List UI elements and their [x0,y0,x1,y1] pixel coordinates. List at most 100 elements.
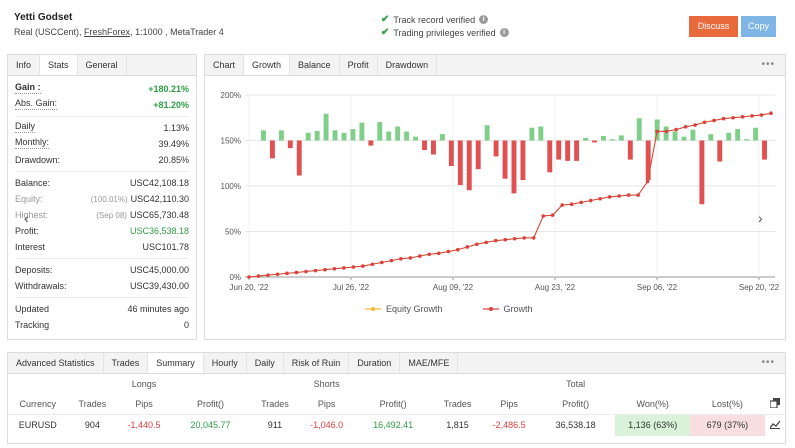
copy-table-icon[interactable] [765,394,785,414]
bar [618,135,624,141]
chart-icon[interactable] [764,413,785,436]
bar [278,130,284,141]
tab-summary[interactable]: Summary [148,353,204,373]
check-icon: ✔ [381,27,390,38]
stat-profit: Profit: USC36,538.18 [15,226,189,236]
bar [699,140,705,205]
tab-balance[interactable]: Balance [290,55,340,75]
tab-general[interactable]: General [78,55,127,75]
growth-point [588,198,593,203]
bottom-tabs: Advanced Statistics Trades Summary Hourl… [8,353,785,374]
legend-equity-growth[interactable]: Equity Growth [365,304,443,314]
growth-point [247,275,251,279]
stat-interest: Interest USC101.78 [15,242,189,252]
growth-point [721,116,726,121]
chevron-left-icon[interactable]: ‹ [24,210,29,226]
group-shorts: Shorts [313,379,340,389]
stat-updated: Updated 46 minutes ago [15,304,189,314]
chevron-right-icon[interactable]: › [758,210,763,226]
trading-privileges-verified: ✔ Trading privileges verified i [381,27,509,38]
growth-point [683,125,688,129]
growth-point [332,267,337,271]
growth-point [664,129,669,134]
tab-growth[interactable]: Growth [244,55,291,75]
bar [359,122,365,141]
account-platform: , 1:1000 , MetaTrader 4 [130,27,224,37]
tab-profit[interactable]: Profit [340,55,378,75]
growth-point [446,249,451,254]
growth-point [740,115,745,119]
bar [395,126,401,141]
growth-point [645,179,650,184]
account-header: Yetti Godset Real (USCCent), FreshForex,… [0,0,795,48]
broker-link[interactable]: FreshForex [84,27,131,37]
growth-point [531,236,536,240]
tab-info[interactable]: Info [8,55,41,75]
stat-withdrawals: Withdrawals: USC39,430.00 [15,281,189,291]
bar [413,136,419,141]
growth-point [503,237,508,242]
growth-point [512,236,517,241]
x-tick-label: Aug 23, '22 [535,283,576,292]
stat-drawdown: Drawdown: 20.85% [15,155,189,165]
bar [735,129,741,141]
y-tick-label: 50% [225,228,241,237]
growth-point [655,129,659,134]
bar [466,140,472,191]
table-row: EURUSD 904 -1,440.5 20,045.77 911 -1,046… [8,413,785,436]
account-name: Yetti Godset [14,12,73,23]
bar [332,130,338,141]
tab-stats[interactable]: Stats [40,55,78,75]
tab-advanced-statistics[interactable]: Advanced Statistics [8,353,104,373]
chart-legend: Equity Growth Growth [365,304,533,314]
growth-point [541,214,546,218]
more-options-icon[interactable]: ••• [761,357,775,368]
bar [314,130,320,141]
group-total: Total [566,379,586,389]
copy-button[interactable]: Copy [741,16,776,37]
tab-duration[interactable]: Duration [349,353,401,373]
tab-chart[interactable]: Chart [205,55,245,75]
x-tick-label: Sep 20, '22 [739,283,780,292]
bar [511,140,517,194]
tab-daily[interactable]: Daily [247,353,284,373]
growth-point [294,270,299,275]
growth-point [313,268,318,273]
bar [717,140,723,162]
info-icon[interactable]: i [479,15,489,24]
left-tabs: Info Stats General [8,55,196,76]
bar [457,140,463,186]
column-header-row: Currency Trades Pips Profit() Trades Pip… [8,394,785,414]
bar [547,140,553,173]
growth-point [712,118,716,123]
bar [502,140,508,179]
discuss-button[interactable]: Discuss [689,16,738,37]
growth-point [304,269,308,274]
bar [627,140,633,160]
growth-point [437,251,441,256]
tab-hourly[interactable]: Hourly [204,353,247,373]
growth-point [399,257,403,261]
growth-point [285,271,289,276]
bar [422,140,427,151]
growth-point [731,115,735,120]
y-tick-label: 200% [221,91,241,100]
tab-trades[interactable]: Trades [104,353,149,373]
tab-risk-of-ruin[interactable]: Risk of Ruin [284,353,350,373]
growth-chart: 0% 50% 100% 150% 200% Jun 20, '22 Jul 26, '22 A… [221,91,780,292]
info-icon[interactable]: i [499,28,509,37]
tab-drawdown[interactable]: Drawdown [378,55,438,75]
bar [672,131,678,141]
legend-growth[interactable]: Growth [482,304,533,314]
summary-panel: Advanced Statistics Trades Summary Hourl… [7,352,786,444]
more-options-icon[interactable]: ••• [761,59,775,70]
growth-point [693,123,697,127]
bar [663,126,669,141]
tab-mae-mfe[interactable]: MAE/MFE [400,353,459,373]
bar [269,140,275,159]
bar [287,140,293,149]
bar [753,127,759,141]
growth-point [361,264,365,268]
chart-tabs: Chart Growth Balance Profit Drawdown [205,55,785,76]
growth-point [342,266,346,270]
